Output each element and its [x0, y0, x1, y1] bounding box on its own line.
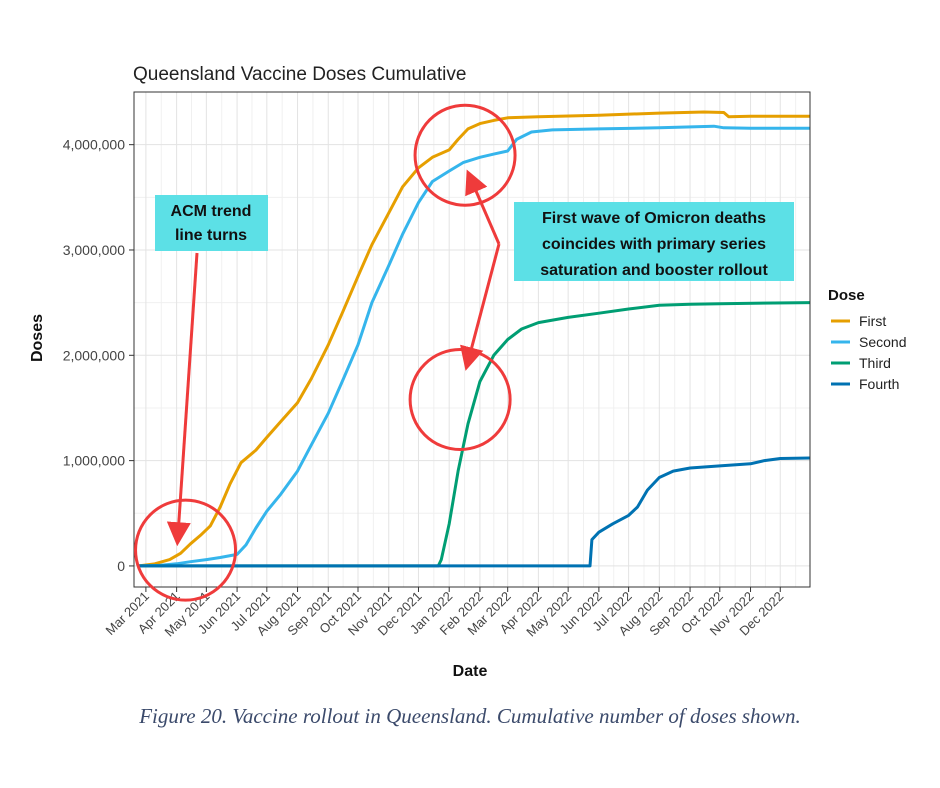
legend-label-first: First [859, 313, 886, 329]
series-layer [138, 110, 811, 568]
omicron-arrow-down [460, 243, 501, 371]
grid [134, 92, 810, 587]
highlight-circles [134, 103, 517, 602]
vaccine-chart: Queensland Vaccine Doses Cumulative 0 1,0… [29, 64, 906, 680]
omicron-arrow-up [465, 169, 501, 245]
y-tick-label: 4,000,000 [63, 137, 125, 153]
figure-caption: Figure 20. Vaccine rollout in Queensland… [139, 704, 801, 728]
y-tick-label: 3,000,000 [63, 242, 125, 258]
legend-title: Dose [828, 287, 865, 304]
series-line-third [139, 301, 811, 568]
omicron-annotation-box [514, 202, 794, 281]
series-line-second [138, 124, 810, 568]
omicron-annotation-line-1: First wave of Omicron deaths [542, 210, 766, 227]
highlight-circle-3 [408, 348, 512, 452]
acm-annotation-box [155, 195, 268, 251]
y-axis-title: Doses [29, 314, 46, 362]
plot-panel-border [133, 91, 811, 588]
highlight-circle-2 [413, 103, 517, 207]
annotations: ACM trend line turns First wave of Omicr… [134, 103, 794, 602]
annotation-arrows [166, 169, 501, 547]
y-tick-label: 0 [117, 558, 125, 574]
legend-label-fourth: Fourth [859, 376, 899, 392]
legend-label-third: Third [859, 355, 891, 371]
series-line-first [138, 110, 810, 568]
legend-label-second: Second [859, 334, 906, 350]
omicron-annotation-line-2: coincides with primary series [542, 236, 766, 253]
acm-arrow [166, 252, 199, 547]
series-line-fourth [139, 456, 811, 568]
x-axis-title: Date [453, 663, 488, 680]
omicron-annotation: First wave of Omicron deaths coincides w… [514, 202, 794, 281]
y-ticks: 0 1,000,000 2,000,000 3,000,000 4,000,000 [63, 137, 134, 574]
acm-annotation: ACM trend line turns [155, 195, 268, 251]
y-tick-label: 1,000,000 [63, 453, 125, 469]
chart-title: Queensland Vaccine Doses Cumulative [133, 64, 466, 85]
highlight-circle-1 [134, 498, 238, 602]
y-tick-label: 2,000,000 [63, 347, 125, 363]
legend: Dose First Second Third Fourth [828, 287, 906, 392]
plot-panel [134, 92, 810, 587]
acm-annotation-line-1: ACM trend [171, 203, 252, 220]
acm-annotation-line-2: line turns [175, 227, 247, 244]
omicron-annotation-line-3: saturation and booster rollout [540, 262, 768, 279]
